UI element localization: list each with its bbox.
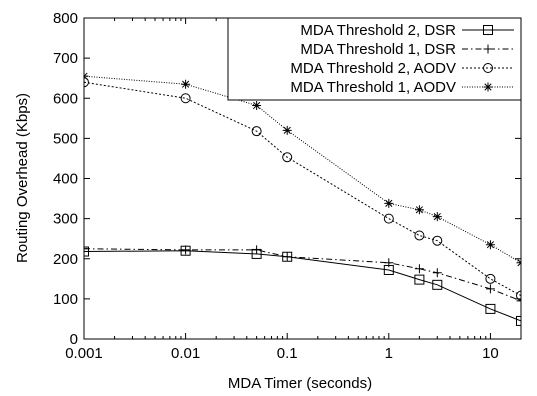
legend: MDA Threshold 2, DSR MDA Threshold 1, DSR… bbox=[227, 17, 522, 101]
series-2-point-4 bbox=[282, 252, 292, 262]
legend-box bbox=[227, 17, 522, 101]
y-tick-label: 700 bbox=[53, 50, 78, 67]
series-2 bbox=[84, 244, 521, 306]
series-1-point-6 bbox=[414, 274, 425, 285]
series-3-point-1 bbox=[84, 77, 89, 88]
y-tick-label: 200 bbox=[53, 251, 78, 268]
series-3-line bbox=[84, 81, 521, 297]
y-axis-label: Routing Overhead (Kbps) bbox=[14, 93, 31, 263]
legend-entry-1: MDA Threshold 2, DSR bbox=[300, 22, 514, 39]
series-2-point-1 bbox=[84, 244, 89, 254]
series-1-point-8 bbox=[485, 303, 496, 314]
legend-label: MDA Threshold 1, AODV bbox=[290, 79, 456, 96]
series-3-point-5 bbox=[383, 213, 394, 224]
y-tick-label: 500 bbox=[53, 130, 78, 147]
series-4-point-4 bbox=[282, 125, 292, 135]
series-3-point-4 bbox=[282, 152, 293, 163]
series-1-point-9 bbox=[516, 315, 521, 326]
series-1-line bbox=[84, 250, 521, 322]
series-2-point-2 bbox=[181, 245, 191, 255]
y-tick-label: 800 bbox=[53, 10, 78, 27]
series-4-point-7 bbox=[432, 212, 442, 222]
legend-label: MDA Threshold 1, DSR bbox=[300, 41, 456, 58]
legend-entry-3: MDA Threshold 2, AODV bbox=[290, 60, 514, 77]
legend-marker-sample bbox=[483, 82, 493, 92]
series-4 bbox=[84, 71, 521, 268]
series-2-point-8 bbox=[485, 284, 495, 294]
y-tick-label: 100 bbox=[53, 291, 78, 308]
legend-marker-sample bbox=[483, 44, 493, 54]
y-tick-label: 400 bbox=[53, 171, 78, 188]
legend-marker-sample bbox=[483, 25, 493, 35]
y-tick-label: 0 bbox=[70, 331, 78, 348]
series-4-point-3 bbox=[252, 100, 262, 110]
series-4-point-6 bbox=[414, 205, 424, 215]
x-axis-label: MDA Timer (seconds) bbox=[228, 375, 372, 392]
x-tick-label: 10 bbox=[482, 345, 499, 362]
series-4-line bbox=[84, 75, 521, 264]
series-1-point-7 bbox=[432, 279, 443, 290]
series-3-point-9 bbox=[516, 290, 521, 301]
series-2-point-5 bbox=[384, 258, 394, 268]
series-1-point-1 bbox=[84, 246, 89, 257]
series-4-point-5 bbox=[384, 198, 394, 208]
series-4-point-8 bbox=[485, 240, 495, 250]
series-3-point-7 bbox=[432, 235, 443, 246]
series-4-point-2 bbox=[181, 79, 191, 89]
series-3 bbox=[84, 77, 521, 301]
series-3-point-3 bbox=[251, 126, 262, 137]
plot-area bbox=[84, 71, 521, 326]
series-2-point-3 bbox=[252, 245, 262, 255]
legend-marker-sample bbox=[483, 63, 493, 73]
legend-entry-4: MDA Threshold 1, AODV bbox=[290, 79, 514, 96]
x-tick-label: 0.1 bbox=[277, 345, 298, 362]
x-tick-label: 0.01 bbox=[171, 345, 200, 362]
legend-label: MDA Threshold 2, DSR bbox=[300, 22, 456, 39]
series-3-point-6 bbox=[414, 230, 425, 241]
axes: 0 100 200 300 400 500 600 700 800 0.001 0.01 0.1 1 10 bbox=[53, 10, 522, 362]
series-3-point-8 bbox=[485, 273, 496, 284]
series-2-point-6 bbox=[414, 264, 424, 274]
x-tick-label: 1 bbox=[385, 345, 393, 362]
series-2-line bbox=[84, 248, 521, 302]
y-tick-label: 300 bbox=[53, 211, 78, 228]
legend-label: MDA Threshold 2, AODV bbox=[290, 60, 456, 77]
y-tick-label: 600 bbox=[53, 90, 78, 107]
series-2-point-9 bbox=[516, 296, 521, 306]
x-tick-label: 0.001 bbox=[65, 345, 103, 362]
series-3-point-2 bbox=[180, 93, 191, 104]
series-2-point-7 bbox=[432, 268, 442, 278]
legend-entry-2: MDA Threshold 1, DSR bbox=[300, 41, 514, 58]
